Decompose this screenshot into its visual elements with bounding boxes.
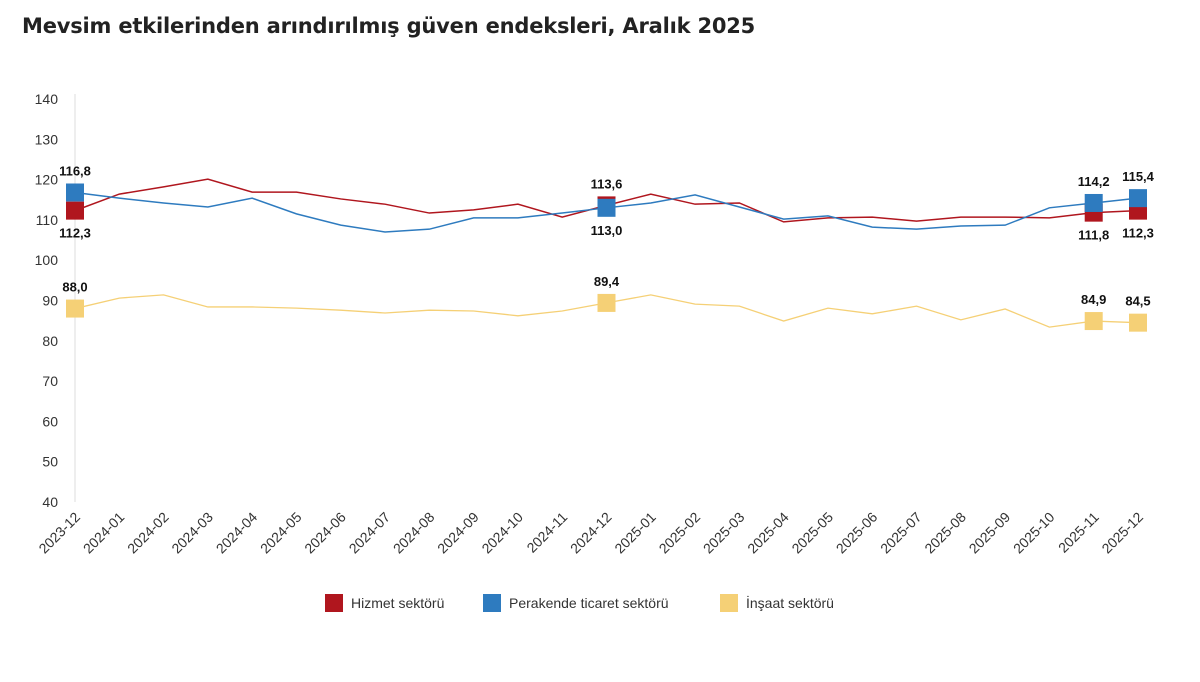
y-tick-label: 120: [35, 172, 59, 188]
x-tick-label: 2025-04: [744, 509, 792, 557]
data-marker: [1084, 312, 1103, 331]
x-tick-label: 2024-11: [523, 509, 570, 556]
x-tick-label: 2024-02: [124, 509, 172, 557]
x-tick-label: 2025-05: [788, 509, 836, 557]
x-tick-label: 2025-09: [966, 509, 1014, 557]
x-tick-label: 2025-02: [656, 509, 704, 557]
y-tick-label: 60: [42, 413, 58, 429]
x-tick-label: 2025-11: [1055, 509, 1102, 556]
x-tick-label: 2025-12: [1098, 509, 1146, 557]
x-tick-label: 2024-12: [567, 509, 615, 557]
x-tick-label: 2024-09: [434, 509, 482, 557]
y-tick-label: 70: [42, 373, 58, 389]
data-label: 84,9: [1081, 292, 1106, 307]
data-label: 113,0: [591, 223, 623, 238]
y-tick-label: 80: [42, 333, 58, 349]
x-tick-label: 2025-01: [611, 509, 659, 557]
data-marker: [597, 293, 616, 312]
x-tick-label: 2023-12: [35, 509, 83, 557]
x-tick-label: 2024-08: [390, 509, 438, 557]
x-tick-label: 2025-06: [833, 509, 881, 557]
y-tick-label: 40: [42, 494, 58, 510]
x-tick-label: 2024-03: [168, 509, 216, 557]
x-tick-label: 2024-05: [257, 509, 305, 557]
y-tick-label: 50: [42, 454, 58, 470]
x-tick-label: 2025-08: [921, 509, 969, 557]
x-tick-label: 2024-06: [301, 509, 349, 557]
data-label: 116,8: [59, 163, 91, 178]
data-marker: [66, 183, 84, 202]
chart-title: Mevsim etkilerinden arındırılmış güven e…: [22, 14, 756, 38]
y-tick-label: 90: [42, 293, 58, 309]
x-tick-label: 2025-10: [1010, 509, 1058, 557]
data-label: 88,0: [62, 280, 87, 295]
data-label: 115,4: [1122, 169, 1155, 184]
data-marker: [66, 201, 84, 220]
data-marker: [597, 198, 616, 217]
data-label: 84,5: [1125, 294, 1150, 309]
y-tick-label: 130: [35, 131, 59, 147]
data-marker: [1129, 189, 1147, 208]
legend-swatch: [325, 594, 343, 612]
data-marker: [1084, 193, 1103, 212]
data-label: 113,6: [591, 176, 623, 191]
y-tick-label: 140: [35, 91, 59, 107]
x-tick-label: 2024-04: [213, 509, 261, 557]
data-label: 111,8: [1078, 228, 1109, 243]
legend-label: Perakende ticaret sektörü: [509, 595, 669, 611]
x-tick-label: 2024-01: [80, 509, 128, 557]
x-tick-label: 2025-03: [700, 509, 748, 557]
legend-label: İnşaat sektörü: [746, 594, 834, 611]
legend-swatch: [483, 594, 501, 612]
data-marker: [66, 299, 84, 318]
legend-label: Hizmet sektörü: [351, 595, 444, 611]
legend-swatch: [720, 594, 738, 612]
x-tick-label: 2024-10: [478, 509, 526, 557]
data-label: 89,4: [594, 274, 620, 289]
y-tick-label: 100: [35, 252, 59, 268]
x-tick-label: 2024-07: [346, 509, 394, 557]
data-label: 112,3: [59, 226, 91, 241]
data-label: 112,3: [1122, 226, 1154, 241]
data-label: 114,2: [1078, 174, 1110, 189]
data-marker: [1129, 313, 1147, 332]
x-tick-label: 2025-07: [877, 509, 925, 557]
y-tick-label: 110: [36, 212, 59, 228]
